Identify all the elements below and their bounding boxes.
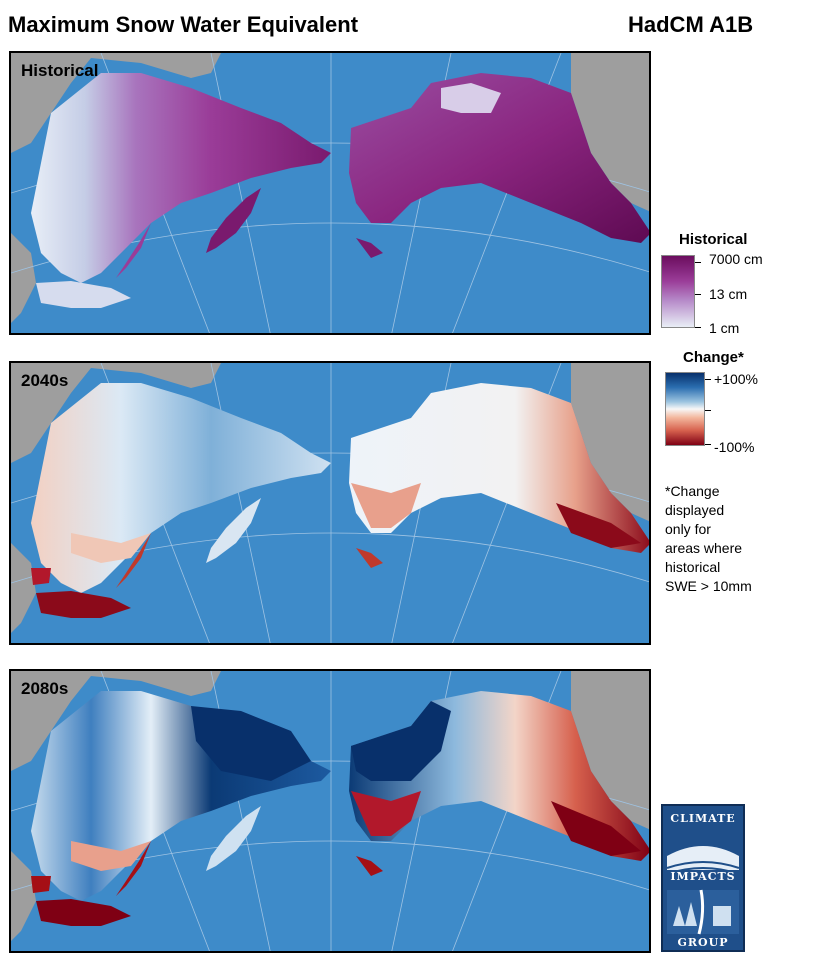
logo-word-top: CLIMATE	[670, 812, 736, 825]
panel-label: 2040s	[21, 371, 69, 390]
historical-legend-title: Historical	[679, 231, 748, 248]
legend-tick	[705, 379, 711, 380]
legend-tick	[705, 444, 711, 445]
historical-map	[11, 53, 649, 333]
change-2040s-map	[11, 363, 649, 643]
panel-label: Historical	[21, 61, 99, 80]
change-legend-tick-low: -100%	[714, 439, 755, 455]
change-2040s-map-panel: 2040s	[9, 361, 651, 645]
change-2080s-map-panel: 2080s	[9, 669, 651, 953]
scenario-label: HadCM A1B	[628, 12, 754, 37]
climate-impacts-group-logo: CLIMATE IMPACTS GROUP	[661, 804, 745, 952]
change-2080s-map	[11, 671, 649, 951]
change-legend-tick-high: +100%	[714, 371, 758, 387]
logo-word-middle: IMPACTS	[663, 870, 743, 883]
historical-map-panel: Historical	[9, 51, 651, 335]
historical-legend-tick-high: 7000 cm	[709, 251, 763, 267]
historical-legend-tick-mid: 13 cm	[709, 286, 748, 302]
historical-legend-tick-low: 1 cm	[709, 320, 740, 336]
change-footnote: *Change displayed only for areas where h…	[665, 483, 752, 594]
change-legend-title: Change*	[683, 349, 744, 366]
change-colorbar	[665, 372, 705, 446]
historical-colorbar	[661, 255, 695, 328]
logo-word-bottom: GROUP	[677, 936, 729, 949]
legend-tick	[695, 327, 701, 328]
legend-tick	[695, 294, 701, 295]
legend-tick	[695, 262, 701, 263]
panel-label: 2080s	[21, 679, 69, 698]
legend-tick	[705, 410, 711, 411]
map-title: Maximum Snow Water Equivalent	[8, 12, 359, 37]
logo-emblem	[666, 846, 740, 935]
